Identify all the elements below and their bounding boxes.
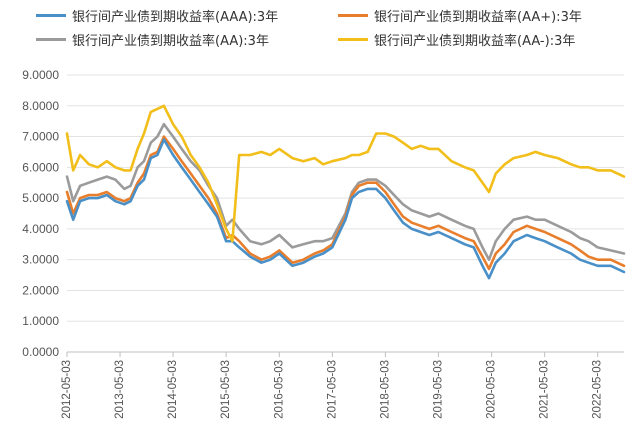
- x-tick-label: 2015-05-03: [220, 360, 232, 419]
- x-tick-label: 2013-05-03: [114, 360, 126, 419]
- legend-item-aaa: 银行间产业债到期收益率(AAA):3年: [36, 4, 278, 26]
- x-tick-label: 2021-05-03: [539, 360, 551, 419]
- y-tick-label: 9.0000: [22, 68, 59, 82]
- legend-item-aa: 银行间产业债到期收益率(AA):3年: [36, 28, 269, 50]
- series-line: [65, 104, 626, 243]
- legend-item-aa-plus: 银行间产业债到期收益率(AA+):3年: [338, 4, 582, 26]
- x-tick-label: 2019-05-03: [432, 360, 444, 419]
- y-tick-label: 8.0000: [22, 99, 59, 113]
- y-tick-label: 7.0000: [22, 130, 59, 144]
- y-tick-label: 1.0000: [22, 314, 59, 328]
- series-line: [65, 122, 626, 262]
- legend-swatch-aa: [36, 37, 66, 41]
- legend-item-aa-minus: 银行间产业债到期收益率(AA-):3年: [338, 28, 575, 50]
- x-tick-label: 2022-05-03: [592, 360, 604, 419]
- x-tick-label: 2017-05-03: [326, 360, 338, 419]
- legend-label-aa-minus: 银行间产业债到期收益率(AA-):3年: [374, 33, 576, 49]
- y-tick-label: 3.0000: [22, 253, 59, 267]
- series-line: [65, 135, 626, 271]
- y-tick-label: 6.0000: [22, 160, 59, 174]
- y-tick-label: 4.0000: [22, 222, 59, 236]
- legend-label-aa-plus: 银行间产业债到期收益率(AA+):3年: [374, 9, 582, 25]
- y-tick-label: 5.0000: [22, 191, 59, 205]
- x-tick-label: 2012-05-03: [61, 360, 73, 419]
- legend-swatch-aaa: [36, 13, 66, 17]
- x-tick-label: 2016-05-03: [273, 360, 285, 419]
- y-tick-label: 0.0000: [22, 345, 59, 359]
- x-tick-label: 2014-05-03: [167, 360, 179, 419]
- legend-label-aaa: 银行间产业债到期收益率(AAA):3年: [72, 9, 279, 25]
- legend-swatch-aa-minus: [338, 37, 368, 41]
- y-tick-label: 2.0000: [22, 283, 59, 297]
- x-tick-label: 2018-05-03: [379, 360, 391, 419]
- series-line: [65, 138, 626, 280]
- legend-label-aa: 银行间产业债到期收益率(AA):3年: [72, 33, 269, 49]
- legend-swatch-aa-plus: [338, 13, 368, 17]
- x-tick-label: 2020-05-03: [486, 360, 498, 419]
- legend: 银行间产业债到期收益率(AAA):3年 银行间产业债到期收益率(AA+):3年 …: [0, 0, 640, 70]
